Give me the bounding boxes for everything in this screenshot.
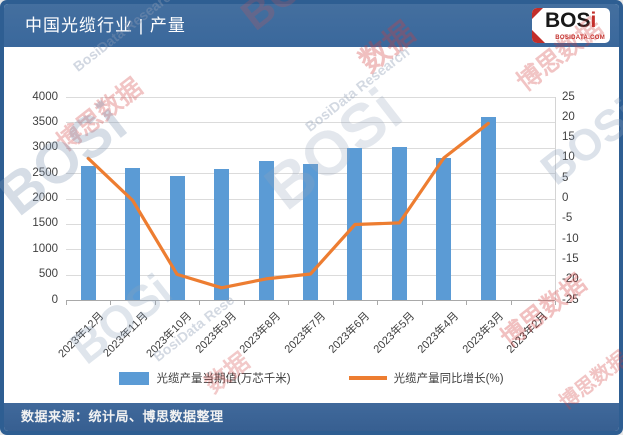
x-axis-category-label: 2023年12月 [55, 310, 106, 361]
x-axis-category-label: 2023年6月 [326, 310, 373, 356]
left-axis-tick-label: 2000 [32, 192, 58, 204]
x-axis-category-label: 2023年2月 [504, 310, 551, 356]
line-series [86, 121, 490, 290]
logo-text-bos: BOS [545, 9, 591, 32]
legend-bar-swatch-icon [119, 371, 150, 385]
x-axis-tick-mark [332, 301, 334, 305]
header-bar: 中国光缆行业 | 产量 BOSi BOSIDATA.COM [4, 4, 619, 47]
x-axis-category-label: 2023年5月 [371, 310, 418, 356]
bar [258, 161, 274, 300]
right-axis-tick-label: -10 [562, 232, 579, 245]
right-axis-tick-label: -25 [562, 293, 579, 306]
bar [214, 169, 230, 300]
x-axis-category-label: 2023年3月 [460, 310, 506, 356]
legend-bar-label: 光缆产量当期值(万芯千米) [156, 373, 291, 385]
x-axis-tick-mark [66, 301, 67, 305]
right-axis-tick-label: 5 [562, 171, 569, 184]
x-axis-category-label: 2023年11月 [100, 310, 151, 360]
x-axis-tick-mark [466, 301, 468, 305]
right-axis-tick-label: 20 [562, 110, 575, 123]
data-source: 数据来源：统计局、博思数据整理 [21, 409, 224, 424]
gridline [66, 300, 555, 301]
x-axis-category-label: 2023年7月 [282, 310, 329, 356]
left-axis-tick-label: 4000 [32, 90, 58, 103]
gridline [66, 122, 555, 124]
right-axis-tick-label: -15 [562, 252, 579, 265]
gridline [66, 97, 555, 98]
right-axis-tick-label: 10 [562, 151, 575, 164]
x-axis-category-label: 2023年9月 [193, 310, 240, 356]
left-axis-tick-label: 1000 [32, 242, 58, 255]
right-axis-line [555, 97, 556, 300]
gridline [66, 147, 555, 149]
x-axis-tick-mark [288, 301, 290, 305]
x-axis-tick-mark [110, 301, 112, 305]
bar [303, 164, 318, 300]
logo-wordmark: BOSi [545, 8, 596, 33]
left-axis-tick-label: 3500 [32, 115, 58, 128]
logo-triangle-top-icon [532, 8, 543, 19]
growth-line-path [86, 121, 490, 290]
legend-line-swatch-icon [348, 376, 387, 380]
right-axis-tick-label: -5 [562, 212, 573, 225]
x-axis-category-label: 2023年4月 [415, 310, 462, 356]
legend: 光缆产量当期值(万芯千米) 光缆产量同比增长(%) [4, 370, 619, 386]
x-axis-tick-mark [421, 301, 423, 305]
bosi-logo: BOSi BOSIDATA.COM [532, 8, 610, 43]
infographic-body: 中国光缆行业 | 产量 BOSi BOSIDATA.COM 4000 3500 30… [4, 4, 619, 431]
logo-triangle-bottom-icon [532, 30, 545, 43]
bar [480, 117, 496, 300]
right-axis-tick-label: 15 [562, 131, 575, 144]
x-axis-tick-mark [377, 301, 379, 305]
legend-line-label: 光缆产量同比增长(%) [393, 373, 504, 385]
left-axis-tick-label: 500 [38, 268, 58, 281]
page-title: 中国光缆行业 | 产量 [25, 16, 186, 35]
x-axis-tick-mark [510, 301, 512, 305]
left-axis-tick-label: 2500 [32, 166, 58, 179]
x-axis-tick-mark [555, 301, 556, 305]
footer-bar: 数据来源：统计局、博思数据整理 [4, 403, 619, 431]
logo-text-i: i [590, 9, 597, 32]
bar [125, 168, 141, 300]
x-axis-tick-mark [243, 301, 245, 305]
x-axis-tick-mark [154, 301, 156, 305]
x-axis-tick-mark [199, 301, 201, 305]
legend-item-line-series: 光缆产量同比增长(%) [348, 370, 504, 386]
x-axis-category-label: 2023年8月 [237, 310, 284, 356]
left-axis-tick-label: 0 [51, 293, 58, 306]
bar [80, 165, 96, 300]
left-axis-tick-label: 1500 [32, 217, 58, 230]
right-axis-tick-label: -20 [562, 273, 579, 286]
legend-item-bar-series: 光缆产量当期值(万芯千米) [119, 370, 291, 386]
logo-domain-text: BOSIDATA.COM [555, 35, 605, 41]
bar [436, 157, 452, 300]
right-axis-tick-label: 0 [562, 192, 569, 204]
left-axis-tick-label: 3000 [32, 141, 58, 154]
right-axis-tick-label: 25 [562, 90, 575, 103]
x-axis-category-label: 2023年10月 [144, 310, 195, 361]
